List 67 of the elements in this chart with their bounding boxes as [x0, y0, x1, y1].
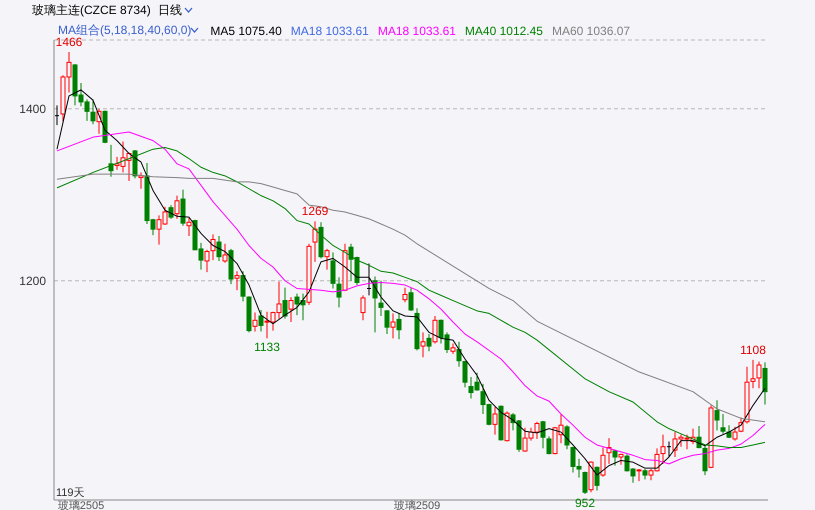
candlestick [714, 400, 720, 431]
candlestick [450, 343, 456, 354]
candlestick [756, 361, 762, 389]
candlestick [618, 453, 624, 466]
candlestick [720, 414, 726, 434]
x-tick-label: 玻璃2505 [58, 499, 104, 510]
candlestick [420, 332, 426, 358]
candlestick [432, 316, 438, 344]
candlestick [732, 426, 738, 442]
candlestick [367, 263, 371, 296]
candlestick [762, 362, 768, 406]
candlestick [288, 296, 294, 323]
candlestick [252, 312, 258, 332]
candlestick [408, 287, 414, 312]
candlestick [360, 294, 366, 321]
candlestick [660, 434, 666, 464]
candlestick [174, 195, 180, 220]
candlestick [324, 248, 330, 270]
annotation: 1466 [54, 35, 84, 50]
line-series [56, 174, 766, 422]
candlestick [546, 436, 552, 455]
candlestick [390, 312, 396, 339]
chart-title: 玻璃主连(CZCE 8734) [32, 2, 151, 19]
annotation: 1269 [300, 204, 330, 218]
text: MA组合(5,18,18,40,60,0) [58, 22, 192, 38]
candlestick [282, 287, 288, 320]
candlestick [492, 406, 498, 436]
candlestick [612, 450, 618, 466]
candlestick [396, 312, 402, 340]
chart-subtitle: 日线 [158, 2, 182, 19]
y-tick-label: 1400 [19, 102, 46, 116]
candlestick [384, 309, 390, 335]
candlestick [216, 236, 222, 262]
candlestick [222, 243, 228, 264]
annotation: 1133 [253, 340, 281, 354]
candlestick [55, 104, 59, 126]
candlestick [456, 341, 462, 368]
annotation: 952 [574, 496, 596, 510]
candlestick [240, 270, 246, 302]
candlestick [594, 466, 600, 492]
annotation: 119天 [56, 486, 85, 500]
candlestick [600, 447, 606, 478]
annotation: 1108 [739, 342, 767, 357]
candlestick [582, 471, 588, 494]
y-tick-label: 1200 [19, 274, 46, 288]
candlestick [667, 441, 671, 458]
text: MA18 1033.61 [378, 24, 456, 38]
candlestick [186, 217, 192, 237]
candlestick [168, 204, 174, 220]
candlestick [426, 334, 432, 352]
candlestick [540, 420, 546, 449]
x-tick-label: 玻璃2509 [394, 499, 440, 510]
candlestick [312, 220, 318, 262]
candlestick [234, 270, 240, 291]
text: MA60 1036.07 [552, 24, 630, 38]
legend-label: MA18 1033.61 [290, 24, 369, 38]
candlestick [204, 249, 210, 273]
candlestick [564, 424, 570, 450]
candlestick [642, 468, 648, 480]
candlestick [462, 360, 468, 388]
candlestick [636, 468, 642, 482]
text: MA5 1075.40 [210, 24, 282, 38]
candlestick [258, 309, 264, 332]
candlestick [210, 234, 216, 261]
candlestick [378, 280, 384, 316]
candlestick [402, 287, 408, 303]
text: MA40 1012.45 [464, 24, 543, 38]
